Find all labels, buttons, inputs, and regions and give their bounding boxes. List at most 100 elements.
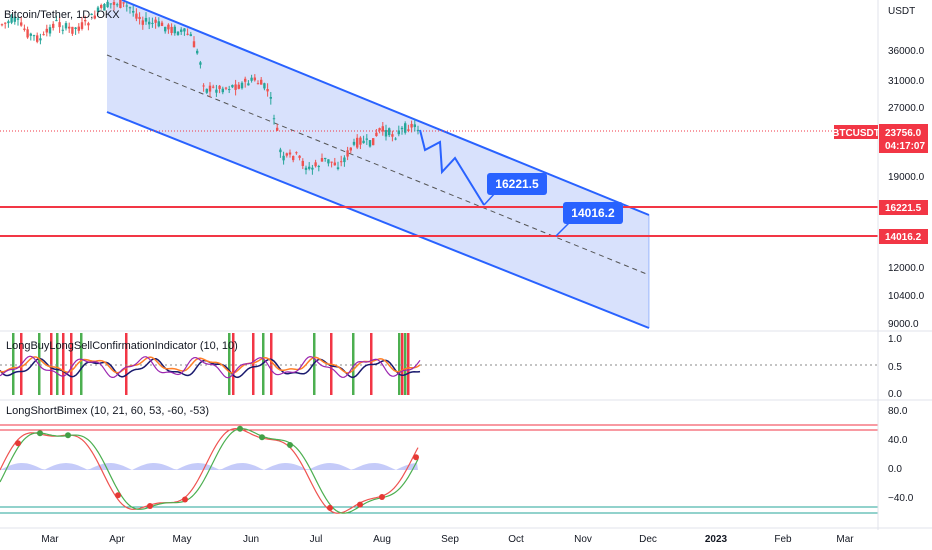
candle-body	[298, 155, 301, 158]
callout-target-2[interactable]: 14016.2	[563, 202, 623, 224]
time-label: Jul	[310, 534, 323, 545]
candle-body	[324, 157, 327, 160]
indicator1-signal-bar	[352, 333, 355, 395]
candle-body	[106, 1, 109, 8]
candle-body	[52, 23, 55, 28]
candle-body	[397, 130, 400, 135]
candle-body	[231, 84, 234, 88]
price-axis[interactable]: USDT 36000.0 31000.0 27000.0 19000.0 120…	[832, 0, 928, 530]
indicator1-signal-bar	[70, 333, 73, 395]
price-tick: 12000.0	[888, 263, 925, 274]
indicator1-signal-bar	[228, 333, 231, 395]
candle-body	[263, 83, 266, 89]
indicator2-title[interactable]: LongShortBimex (10, 21, 60, 53, -60, -53…	[6, 405, 209, 417]
indicator2-tick: −40.0	[888, 493, 914, 504]
candle-body	[74, 27, 77, 29]
candle-body	[202, 85, 205, 87]
candle-body	[39, 38, 42, 41]
candle-body	[276, 127, 279, 131]
indicator1-line-orange	[0, 356, 421, 374]
candle-body	[125, 5, 128, 7]
time-label: Dec	[639, 534, 657, 545]
candle-body	[170, 26, 173, 33]
time-label: May	[173, 534, 192, 545]
price-tick: 27000.0	[888, 103, 925, 114]
candle-body	[237, 84, 240, 89]
candle-body	[384, 130, 388, 137]
candle-body	[247, 83, 250, 86]
indicator1-signal-bar	[125, 333, 128, 395]
candle-body	[260, 79, 263, 85]
time-label: Jun	[243, 534, 259, 545]
candle-body	[4, 22, 7, 24]
indicator2-cross-dot	[357, 501, 363, 508]
level1-value: 16221.5	[885, 203, 922, 214]
indicator2-tick: 40.0	[888, 435, 908, 446]
candle-body	[128, 7, 132, 9]
indicator1-line-purple	[0, 355, 421, 379]
channel-midline[interactable]	[106, 54, 650, 276]
projection-path[interactable]	[419, 129, 485, 206]
indicator2-cross-dot	[237, 425, 243, 432]
candle-body	[167, 24, 170, 30]
channel-lower-line[interactable]	[106, 111, 650, 329]
candle-body	[112, 2, 116, 5]
indicator1-signal-bar	[270, 333, 273, 395]
candle-body	[292, 155, 295, 161]
candle-body	[272, 118, 276, 120]
time-axis[interactable]: Mar Apr May Jun Jul Aug Sep Oct Nov Dec …	[0, 527, 932, 545]
candle-body	[93, 15, 96, 19]
indicator2-cross-dot	[413, 454, 419, 461]
candle-body	[301, 160, 304, 166]
candle-body	[103, 4, 106, 11]
candle-body	[68, 26, 71, 29]
candle-body	[228, 89, 231, 91]
candle-body	[381, 126, 384, 132]
candle-body	[240, 82, 244, 89]
last-price-value: 23756.0	[885, 128, 922, 139]
candle-body	[205, 88, 208, 93]
candle-body	[116, 4, 119, 6]
candle-body	[71, 26, 74, 34]
indicator1-pane[interactable]: LongBuyLongSellConfirmationIndicator (10…	[0, 333, 878, 395]
symbol-title[interactable]: Bitcoin/Tether, 1D, OKX	[4, 9, 120, 21]
candle-body	[333, 162, 336, 166]
indicator1-signal-bar	[12, 333, 15, 395]
candle-body	[96, 7, 100, 12]
level1-badge: 16221.5	[879, 200, 928, 215]
candle-body	[157, 21, 160, 27]
indicator1-signal-bar	[50, 333, 53, 395]
indicator1-signal-bar	[80, 333, 83, 395]
candle-body	[23, 28, 26, 30]
ticker-badge: BTCUSDT	[832, 125, 880, 139]
candle-body	[164, 26, 167, 32]
candle-body	[317, 166, 320, 168]
candle-body	[253, 77, 256, 81]
candle-body	[343, 157, 346, 163]
candle-body	[359, 137, 362, 145]
candle-body	[119, 0, 122, 8]
candlestick-series[interactable]	[0, 0, 420, 175]
indicator1-signal-bar	[38, 333, 41, 395]
candle-body	[234, 84, 237, 90]
indicator1-signal-bars	[12, 333, 410, 395]
candle-body	[208, 85, 212, 92]
candle-body	[404, 123, 407, 133]
candle-body	[413, 124, 416, 128]
candle-body	[122, 2, 125, 4]
candle-body	[407, 129, 410, 131]
candle-body	[84, 20, 87, 22]
candle-body	[16, 18, 20, 20]
time-label: Mar	[41, 534, 59, 545]
time-label: Oct	[508, 534, 524, 545]
time-label: Nov	[574, 534, 592, 545]
callout-target-1[interactable]: 16221.5	[487, 173, 547, 195]
candle-body	[77, 26, 80, 31]
indicator1-title[interactable]: LongBuyLongSellConfirmationIndicator (10…	[6, 340, 238, 352]
main-pane[interactable]: 16221.5 14016.2 Bitcoin/Tether, 1D, OKX	[0, 0, 878, 329]
indicator2-pane[interactable]: LongShortBimex (10, 21, 60, 53, -60, -53…	[0, 405, 878, 514]
channel-upper-line[interactable]	[121, 0, 650, 216]
candle-body	[218, 85, 221, 89]
candle-body	[183, 28, 186, 32]
